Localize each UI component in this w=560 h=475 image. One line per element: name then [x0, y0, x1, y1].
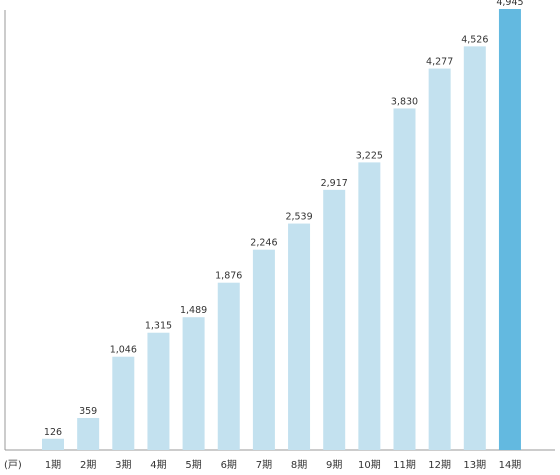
value-label-6: 1,876: [215, 271, 242, 282]
bar-3: [112, 356, 135, 450]
value-label-4: 1,315: [145, 321, 172, 332]
value-label-2: 359: [79, 406, 97, 417]
value-label-14: 4,945: [496, 0, 523, 8]
bar-12: [428, 68, 451, 450]
value-label-11: 3,830: [391, 96, 418, 107]
bar-4: [147, 332, 170, 450]
bar-14: [498, 9, 521, 450]
value-labels-group: 126 359 1,046 1,315 1,489 1,876 2,246 2,539 2,91…: [44, 0, 524, 438]
bar-7: [252, 249, 275, 450]
x-tick-label-2: 2期: [80, 459, 96, 471]
x-tick-label-3: 3期: [115, 459, 131, 471]
x-tick-label-5: 5期: [185, 459, 201, 471]
x-tick-label-7: 7期: [256, 459, 272, 471]
x-tick-label-1: 1期: [45, 459, 61, 471]
x-tick-labels-group: 1期 2期 3期 4期 5期 6期 7期 8期 9期 10期 11期 12期 13期 14期: [45, 459, 522, 471]
value-label-8: 2,539: [285, 212, 312, 223]
x-tick-label-11: 11期: [393, 459, 416, 471]
bar-2: [77, 417, 100, 450]
bar-6: [217, 282, 240, 450]
value-label-10: 3,225: [356, 150, 383, 161]
bar-13: [463, 46, 486, 451]
value-label-7: 2,246: [250, 238, 277, 249]
value-label-1: 126: [44, 427, 62, 438]
value-label-9: 2,917: [321, 178, 348, 189]
value-label-3: 1,046: [110, 345, 137, 356]
bar-10: [358, 162, 381, 450]
x-tick-label-4: 4期: [150, 459, 166, 471]
value-label-13: 4,526: [461, 34, 488, 45]
x-tick-label-8: 8期: [291, 459, 307, 471]
bar-5: [182, 317, 205, 450]
bar-9: [323, 189, 346, 451]
x-tick-label-9: 9期: [326, 459, 342, 471]
unit-label: (戸): [4, 459, 22, 471]
x-tick-label-6: 6期: [221, 459, 237, 471]
bar-8: [288, 223, 311, 450]
x-tick-label-14: 14期: [499, 459, 522, 471]
value-label-5: 1,489: [180, 305, 207, 316]
x-tick-label-10: 10期: [358, 459, 381, 471]
x-tick-label-13: 13期: [463, 459, 486, 471]
value-label-12: 4,277: [426, 57, 453, 68]
bars-group: [42, 9, 521, 451]
bar-11: [393, 108, 416, 450]
x-tick-label-12: 12期: [428, 459, 451, 471]
bar-1: [42, 438, 64, 450]
